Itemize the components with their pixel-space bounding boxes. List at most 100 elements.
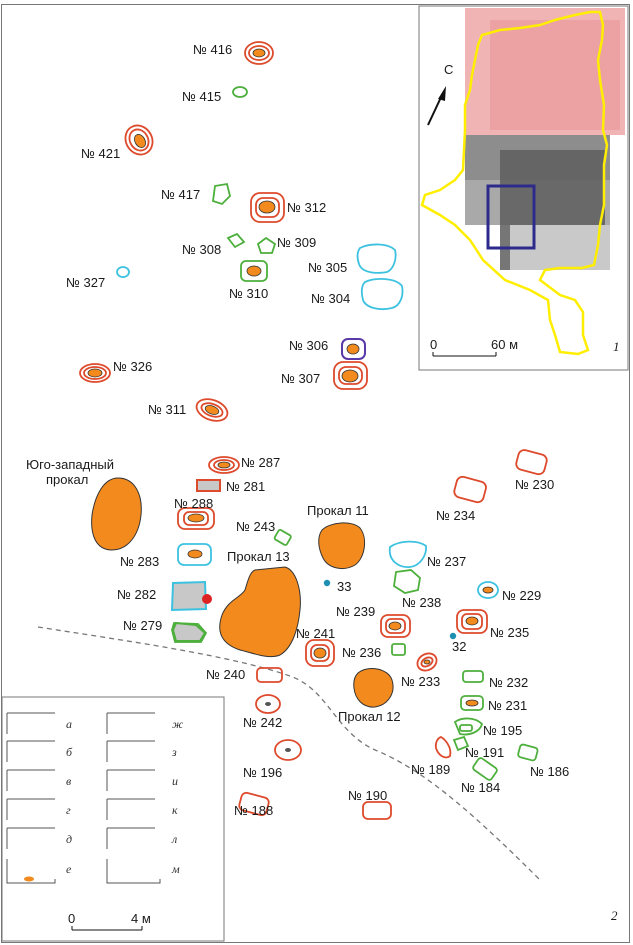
legend-box-k [106, 798, 155, 820]
pit-311-outer [195, 398, 229, 422]
legend-letter-zh: ж [172, 717, 183, 731]
label-pit-281: № 281 [226, 479, 265, 494]
pit-279-outline [171, 622, 208, 643]
label-pit-415: № 415 [182, 89, 221, 104]
inset-panel: С 0 60 м 1 [418, 5, 629, 371]
pit-281-gray [196, 479, 221, 492]
pit-279-gray [171, 621, 207, 642]
pit-231-core [465, 699, 479, 707]
pit-326-outer [79, 363, 111, 383]
red-pit-cores [87, 48, 494, 707]
main-panel-number: 2 [611, 908, 618, 923]
label-pit-230: № 230 [515, 477, 554, 492]
pit-311-inner [200, 402, 224, 418]
map-frame [1, 4, 630, 943]
legend-letter-g: г [66, 803, 71, 817]
pit-234 [453, 475, 487, 504]
pit-326-inner [83, 366, 107, 380]
prokal-12 [353, 668, 394, 708]
pit-288-inner [183, 511, 209, 526]
pit-241-inner [310, 644, 330, 662]
pit-229-outer [477, 581, 499, 599]
label-pit-312: № 312 [287, 200, 326, 215]
label-pit-243: № 243 [236, 519, 275, 534]
label-pit-242: № 242 [243, 715, 282, 730]
pit-326-core [87, 368, 103, 378]
legend-box-v [6, 769, 55, 791]
pit-233-outer [416, 652, 438, 672]
label-point-32: 32 [452, 639, 466, 654]
label-pit-232: № 232 [489, 675, 528, 690]
pit-233-inner [420, 656, 434, 668]
pit-191 [452, 735, 470, 752]
pit-188 [238, 791, 270, 817]
pit-417 [212, 182, 231, 206]
pit-239-core [388, 621, 402, 631]
legend-box-a [6, 712, 55, 734]
label-pit-417: № 417 [161, 187, 200, 202]
label-pit-191: № 191 [465, 745, 504, 760]
label-pit-186: № 186 [530, 764, 569, 779]
label-pit-421: № 421 [81, 146, 120, 161]
label-pit-241: № 241 [296, 626, 335, 641]
main-scale-zero: 0 [68, 911, 75, 926]
pit-421-core [134, 134, 146, 148]
red-pits [79, 41, 548, 820]
legend-box-g [6, 798, 55, 820]
inset-study-area-box [486, 184, 536, 250]
label-pit-326: № 326 [113, 359, 152, 374]
label-pit-310: № 310 [229, 286, 268, 301]
pit-306-core [346, 343, 360, 355]
pit-283-outer [177, 543, 212, 566]
legend-right-column [106, 712, 161, 884]
prokal-13 [219, 566, 301, 658]
pit-416-inner [248, 45, 270, 61]
legend-letter-a: а [66, 717, 72, 731]
legend-letter-l: л [171, 832, 177, 846]
legend-panel: а б в г д е ж з и к л м 0 4 м [1, 696, 225, 942]
pit-196 [274, 739, 302, 761]
pit-310-outer [240, 260, 268, 282]
pit-243 [273, 529, 292, 546]
pit-287-inner [213, 459, 235, 471]
pit-416-outer [244, 41, 274, 65]
label-pit-327: № 327 [66, 275, 105, 290]
pit-415 [232, 86, 248, 98]
label-pit-195: № 195 [483, 723, 522, 738]
label-pit-190: № 190 [348, 788, 387, 803]
label-prokal-southwest-2: прокал [46, 472, 88, 487]
legend-letter-z: з [171, 745, 177, 759]
label-pit-239: № 239 [336, 604, 375, 619]
pit-236 [391, 643, 406, 656]
main-scale-label: 4 м [131, 911, 151, 926]
pit-307-inner [338, 366, 363, 385]
label-pit-283: № 283 [120, 554, 159, 569]
label-pit-288: № 288 [174, 496, 213, 511]
legend-box-zh [106, 712, 155, 734]
cyan-pits [116, 243, 499, 599]
legend-box-b [6, 740, 55, 762]
pit-235-core [465, 616, 479, 626]
pit-239-outer [380, 614, 411, 638]
pit-196-core [285, 748, 291, 752]
legend-letter-e: е [66, 862, 72, 876]
label-pit-231: № 231 [488, 698, 527, 713]
legend-box-d [6, 827, 55, 849]
label-pit-307: № 307 [281, 371, 320, 386]
legend-letter-b: б [66, 745, 73, 759]
pit-labels: № 416 № 415 № 421 № 417 № 312 № 308 № 30… [66, 42, 569, 818]
label-point-33: 33 [337, 579, 351, 594]
legend-letter-v: в [66, 774, 71, 788]
label-pit-234: № 234 [436, 508, 475, 523]
pit-287-outer [208, 456, 240, 474]
legend-left-column [6, 712, 56, 884]
legend-frame [1, 696, 225, 942]
pit-305 [356, 243, 397, 274]
pit-421-outer [124, 124, 154, 156]
legend-box-z [106, 740, 155, 762]
pit-235-inner [461, 613, 483, 630]
label-pit-287: № 287 [241, 455, 280, 470]
prokal-labels: Юго-западный прокал Прокал 11 Прокал 13 … [26, 457, 401, 724]
label-pit-237: № 237 [427, 554, 466, 569]
